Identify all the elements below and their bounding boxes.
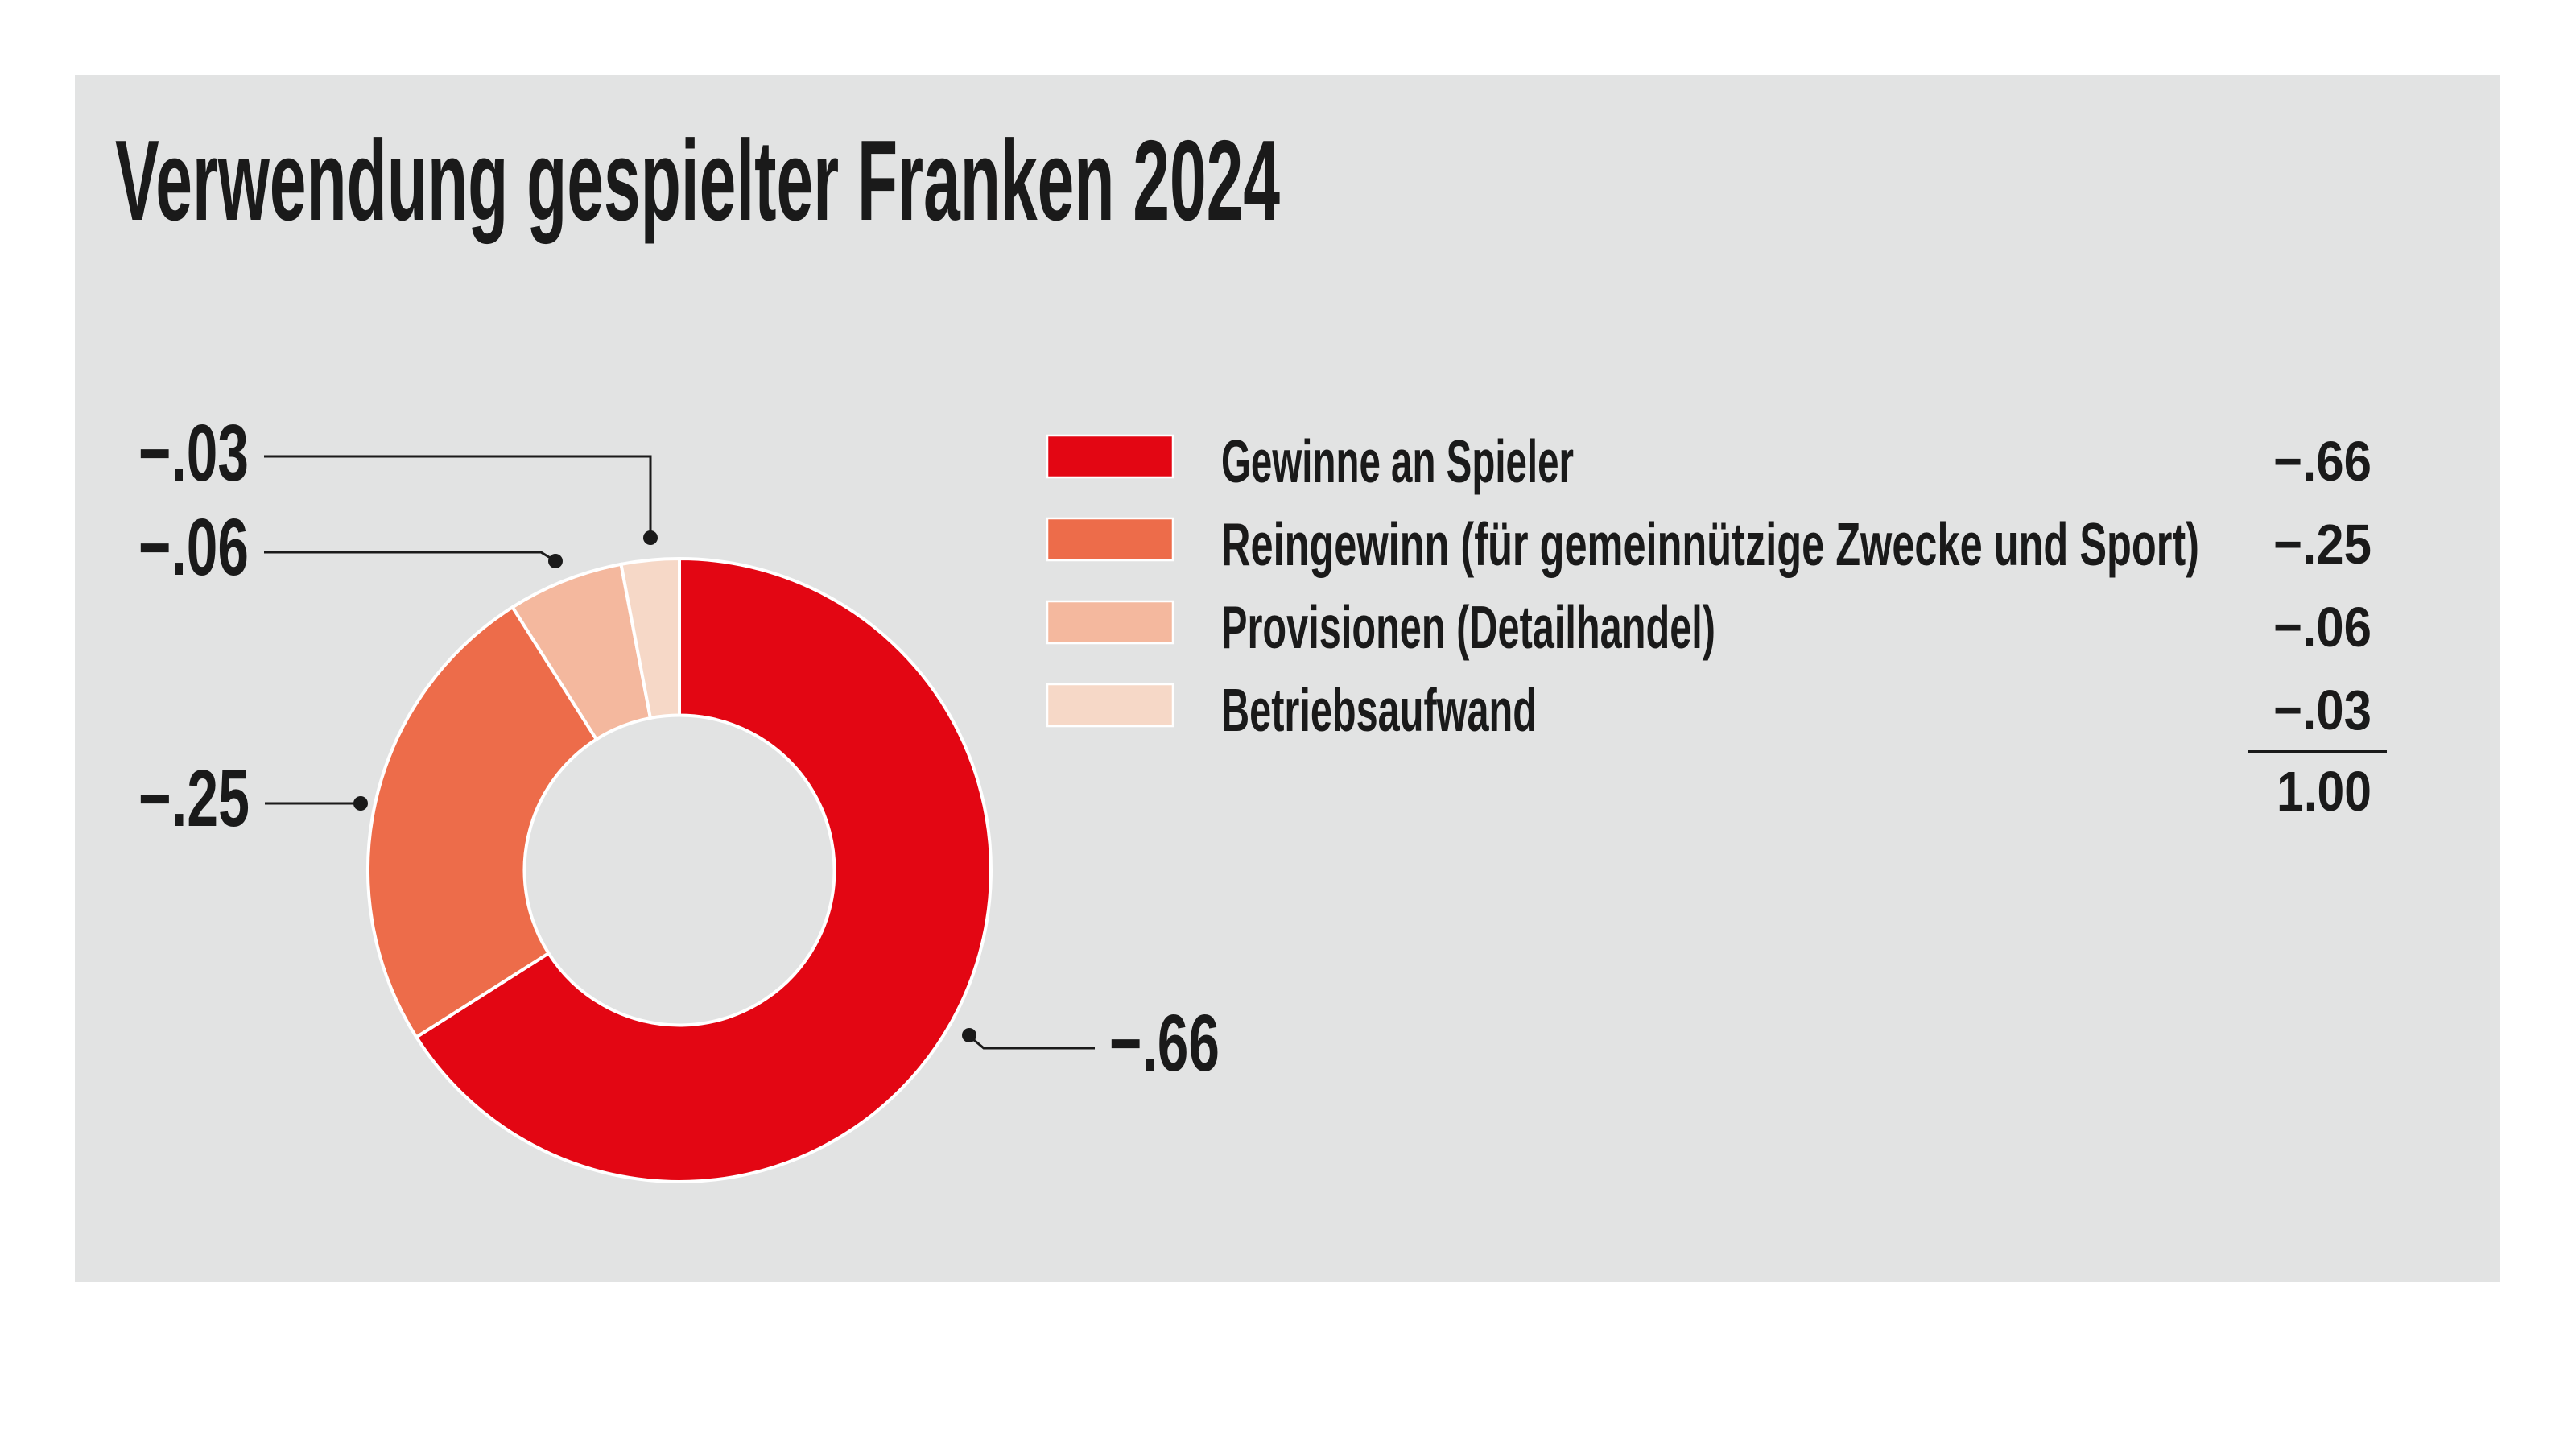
- svg-text:Betriebsaufwand: Betriebsaufwand: [1221, 676, 1537, 744]
- svg-text:1.00: 1.00: [2277, 760, 2372, 823]
- svg-text:−.06: −.06: [138, 502, 249, 592]
- svg-text:Gewinne an Spieler: Gewinne an Spieler: [1221, 427, 1574, 495]
- svg-text:−.03: −.03: [138, 408, 249, 498]
- svg-text:Reingewinn (für gemeinnützige: Reingewinn (für gemeinnützige Zwecke und…: [1221, 510, 2199, 578]
- svg-text:−.66: −.66: [1109, 998, 1220, 1088]
- svg-text:−.66: −.66: [2273, 430, 2372, 493]
- svg-text:Verwendung gespielter Franken: Verwendung gespielter Franken 2024: [115, 117, 1280, 245]
- svg-text:Provisionen (Detailhandel): Provisionen (Detailhandel): [1221, 593, 1715, 661]
- svg-text:−.25: −.25: [138, 753, 250, 844]
- svg-text:−.25: −.25: [2273, 513, 2372, 576]
- svg-text:−.06: −.06: [2273, 596, 2372, 658]
- svg-text:−.03: −.03: [2273, 679, 2372, 741]
